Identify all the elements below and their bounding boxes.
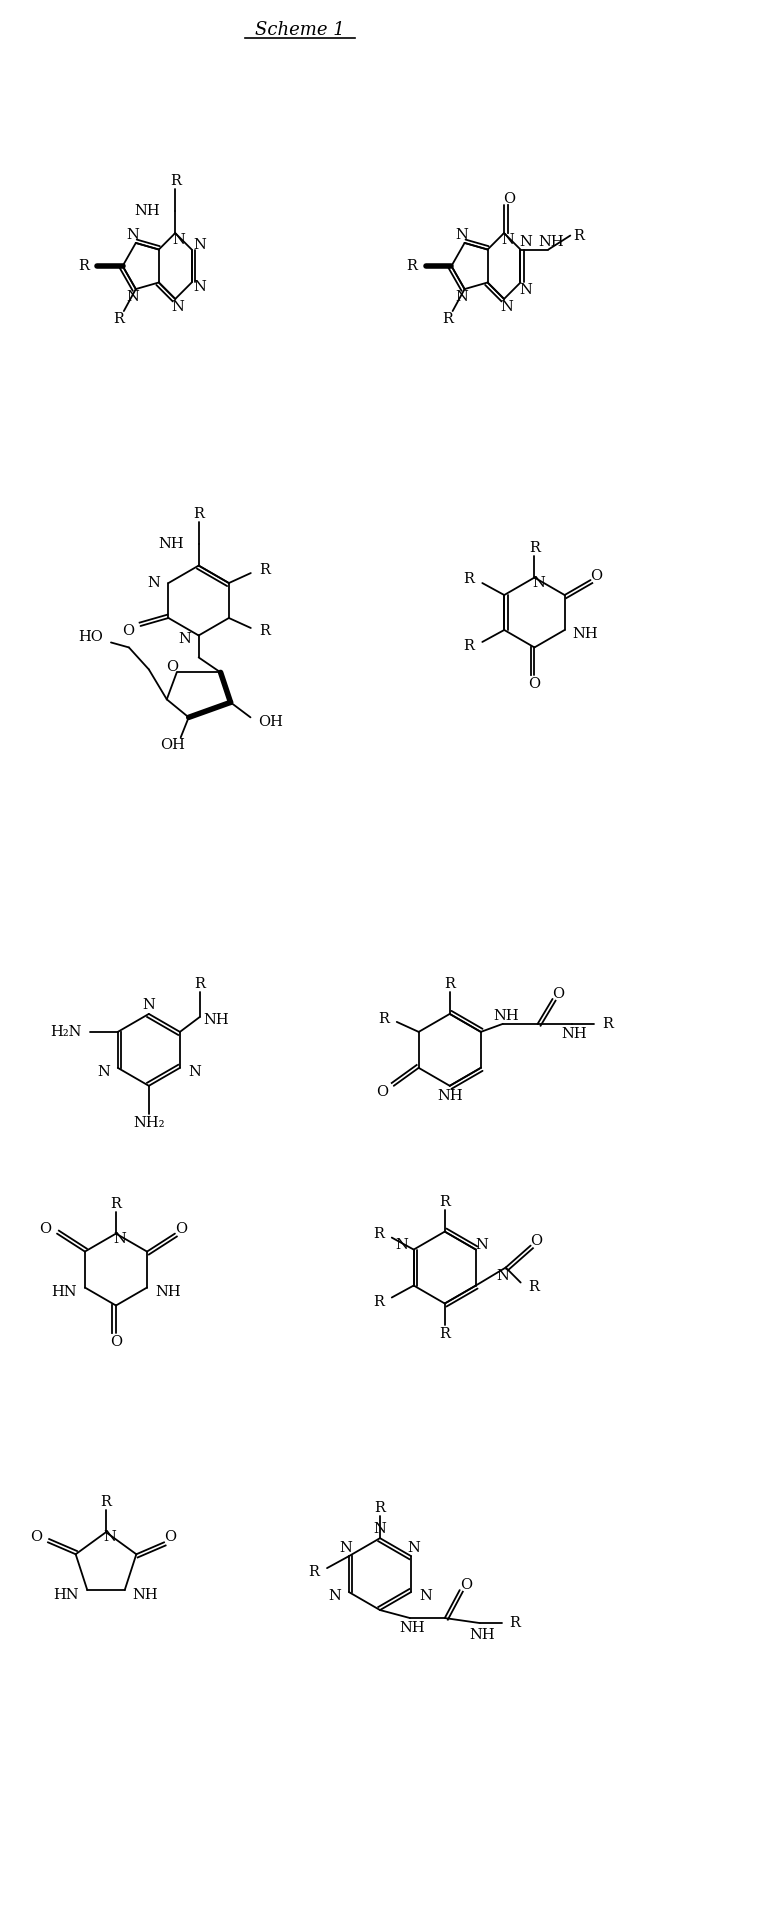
Text: R: R	[529, 1280, 540, 1293]
Text: N: N	[455, 289, 468, 305]
Text: R: R	[78, 259, 89, 272]
Text: OH: OH	[259, 715, 283, 730]
Text: N: N	[455, 228, 468, 241]
Text: R: R	[442, 312, 453, 326]
Text: N: N	[97, 1065, 110, 1079]
Text: N: N	[496, 1268, 509, 1282]
Text: N: N	[148, 577, 161, 590]
Text: HN: HN	[51, 1284, 77, 1299]
Text: R: R	[439, 1328, 451, 1341]
Text: R: R	[463, 573, 474, 586]
Text: R: R	[439, 1196, 451, 1209]
Text: N: N	[532, 575, 545, 590]
Text: N: N	[476, 1238, 489, 1251]
Text: R: R	[259, 625, 269, 638]
Text: O: O	[376, 1084, 388, 1098]
Text: N: N	[126, 289, 139, 305]
Text: O: O	[110, 1335, 122, 1349]
Text: O: O	[39, 1222, 51, 1236]
Text: NH: NH	[469, 1629, 495, 1642]
Text: NH: NH	[562, 1027, 587, 1040]
Text: R: R	[110, 1198, 122, 1211]
Text: NH: NH	[158, 536, 183, 550]
Text: R: R	[308, 1565, 319, 1579]
Text: R: R	[510, 1615, 521, 1631]
Text: O: O	[30, 1531, 42, 1544]
Text: R: R	[573, 228, 584, 243]
Text: N: N	[193, 238, 206, 251]
Text: R: R	[373, 1295, 384, 1309]
Text: N: N	[188, 1065, 201, 1079]
Text: N: N	[339, 1540, 352, 1556]
Text: O: O	[503, 192, 515, 207]
Text: N: N	[408, 1540, 421, 1556]
Text: HO: HO	[78, 630, 103, 644]
Text: O: O	[528, 678, 540, 692]
Text: R: R	[444, 977, 455, 991]
Text: O: O	[123, 625, 135, 638]
Text: N: N	[519, 284, 532, 297]
Text: NH: NH	[155, 1284, 180, 1299]
Text: N: N	[173, 234, 186, 247]
Text: R: R	[373, 1226, 384, 1240]
Text: R: R	[170, 174, 180, 188]
Text: R: R	[113, 312, 124, 326]
Text: NH₂: NH₂	[133, 1115, 164, 1130]
Text: O: O	[175, 1222, 187, 1236]
Text: Scheme 1: Scheme 1	[256, 21, 345, 40]
Text: N: N	[126, 228, 139, 241]
Text: R: R	[529, 540, 540, 554]
Text: R: R	[193, 506, 204, 521]
Text: N: N	[172, 301, 185, 314]
Text: R: R	[603, 1017, 613, 1031]
Text: N: N	[395, 1238, 408, 1251]
Text: NH: NH	[493, 1010, 518, 1023]
Text: O: O	[591, 569, 603, 582]
Text: R: R	[100, 1494, 111, 1510]
Text: N: N	[142, 998, 155, 1012]
Text: O: O	[460, 1579, 472, 1592]
Text: NH: NH	[132, 1588, 158, 1602]
Text: N: N	[328, 1588, 341, 1604]
Text: R: R	[259, 563, 269, 577]
Text: R: R	[378, 1012, 389, 1025]
Text: R: R	[463, 638, 474, 653]
Text: NH: NH	[399, 1621, 425, 1634]
Text: N: N	[419, 1588, 432, 1604]
Text: R: R	[374, 1502, 385, 1516]
Text: N: N	[501, 301, 514, 314]
Text: O: O	[530, 1234, 543, 1247]
Text: NH: NH	[203, 1014, 228, 1027]
Text: N: N	[519, 234, 532, 249]
Text: R: R	[406, 259, 418, 272]
Text: O: O	[166, 661, 178, 674]
Text: O: O	[164, 1531, 177, 1544]
Text: N: N	[374, 1521, 387, 1537]
Text: OH: OH	[161, 738, 185, 753]
Text: NH: NH	[437, 1088, 463, 1104]
Text: N: N	[103, 1531, 116, 1544]
Text: N: N	[501, 234, 514, 247]
Text: N: N	[178, 632, 191, 646]
Text: N: N	[193, 280, 206, 295]
Text: NH: NH	[135, 205, 161, 218]
Text: NH: NH	[539, 234, 564, 249]
Text: R: R	[194, 977, 205, 991]
Text: O: O	[552, 987, 565, 1000]
Text: N: N	[113, 1232, 126, 1245]
Text: H₂N: H₂N	[50, 1025, 82, 1038]
Text: HN: HN	[54, 1588, 79, 1602]
Text: NH: NH	[572, 627, 598, 642]
